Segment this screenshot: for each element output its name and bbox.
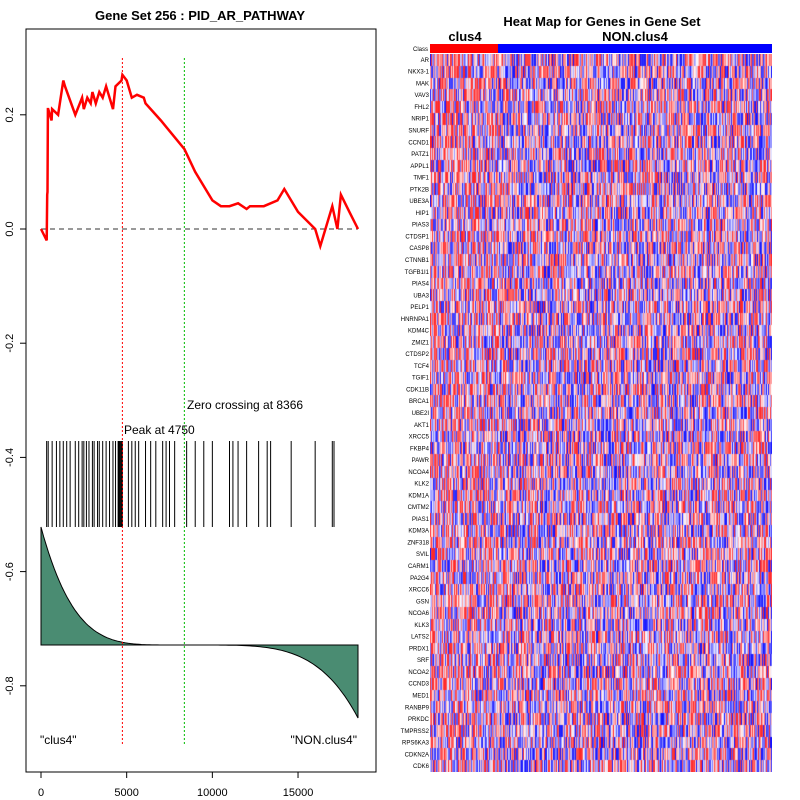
enrichment-plot-frame [25,28,377,773]
gene-label: SNURF [408,129,429,135]
gene-label: CDK6 [413,764,430,770]
gene-label: PIAS3 [412,223,430,229]
gene-label-group: AR NKX3-1 MAK VAV3 FHL2 NRIP1 SNURF CCND1 PATZ1 A… [401,58,430,770]
gene-label: HIP1 [416,211,430,217]
y-tick-label: 0.2 [4,107,16,122]
gene-label: NCOA6 [408,611,429,617]
y-tick-label: -0.8 [4,676,16,695]
peak-annotation: Peak at 4750 [124,423,195,437]
gene-label: AR [421,58,430,64]
gene-label: MED1 [412,694,429,700]
gene-label: ZMIZ1 [412,340,430,346]
gene-label: PIAS1 [412,517,430,523]
y-axis: 0.2 0.0 -0.2 -0.4 -0.6 -0.8 [4,107,26,695]
gene-label: CCND1 [408,140,429,146]
gene-label: PRKDC [408,717,430,723]
gene-label: TGIF1 [412,376,430,382]
expression-heatmap [430,54,772,772]
gene-label: CMTM2 [408,505,430,511]
gene-label: UBA3 [413,293,429,299]
gene-label: MAK [416,81,429,87]
gene-label: NCOA4 [408,470,429,476]
gene-label: CDK11B [406,388,429,394]
gene-label: CCND3 [408,682,429,688]
gene-label: TMPRSS2 [401,729,430,735]
gene-label: TCF4 [414,364,430,370]
gene-label: FHL2 [414,105,429,111]
x-axis: 0 5000 10000 15000 [38,772,313,799]
class-a-bar [430,44,498,53]
gene-label: SVIL [416,552,430,558]
x-tick-label: 5000 [114,787,138,799]
gene-label: RANBP9 [405,705,430,711]
gene-label: PIAS4 [412,282,430,288]
right-class-label: "NON.clus4" [290,733,357,747]
gene-label: UBE3A [409,199,429,205]
gene-label: KDM4C [408,329,430,335]
x-tick-label: 10000 [197,787,228,799]
gene-label: KLK2 [414,482,429,488]
gene-label: PATZ1 [411,152,429,158]
gene-label: GSN [416,599,429,605]
gene-label: NCOA2 [408,670,429,676]
y-tick-label: -0.2 [4,334,16,353]
gene-label: CDKN2A [405,752,429,758]
gene-label: PRDX1 [409,646,430,652]
gene-label: PAWR [412,458,430,464]
gene-label: TGFB1I1 [405,270,430,276]
gene-label: FKBP4 [410,446,430,452]
enrichment-plot-title: Gene Set 256 : PID_AR_PATHWAY [95,8,305,23]
class-b-bar [498,44,772,53]
class-row-label: Class [413,47,428,53]
gene-label: CASP8 [409,246,429,252]
gene-label: UBE2I [412,411,430,417]
gene-label: CTDSP2 [405,352,429,358]
y-tick-label: 0.0 [4,221,16,236]
gene-label: NRIP1 [411,117,429,123]
hit-tick-group [46,441,335,527]
gene-label: CARM1 [408,564,430,570]
zero-crossing-annotation: Zero crossing at 8366 [187,398,303,412]
class-b-header: NON.clus4 [602,29,669,44]
gene-label: KDM3A [408,529,429,535]
y-tick-label: -0.6 [4,562,16,581]
gene-label: ZNF318 [407,541,429,547]
gene-label: KDM1A [408,493,429,499]
gene-label: XRCC5 [409,435,430,441]
gene-label: APPL1 [410,164,429,170]
gene-label: XRCC6 [409,588,430,594]
gene-label: CTNNB1 [405,258,430,264]
gene-label: VAV3 [415,93,430,99]
gene-label: PTK2B [410,187,429,193]
gene-label: CTDSP1 [405,234,429,240]
gene-label: PELP1 [410,305,429,311]
gene-label: PA2G4 [410,576,430,582]
enrichment-score-curve [39,71,360,251]
x-tick-label: 0 [38,787,44,799]
gene-label: NKX3-1 [408,70,430,76]
heatmap-title: Heat Map for Genes in Gene Set [503,14,701,29]
left-class-label: "clus4" [40,733,77,747]
gene-label: TMF1 [413,176,429,182]
gene-label: AKT1 [414,423,430,429]
class-a-header: clus4 [448,29,482,44]
y-tick-label: -0.4 [4,448,16,467]
gene-label: KLK3 [414,623,429,629]
x-tick-label: 15000 [283,787,314,799]
gene-label: BRCA1 [409,399,430,405]
gene-label: RPS6KA3 [402,741,430,747]
ranked-metric-area [40,526,359,719]
gene-label: SRF [417,658,429,664]
gene-label: HNRNPA1 [401,317,430,323]
gene-label: LATS2 [411,635,430,641]
